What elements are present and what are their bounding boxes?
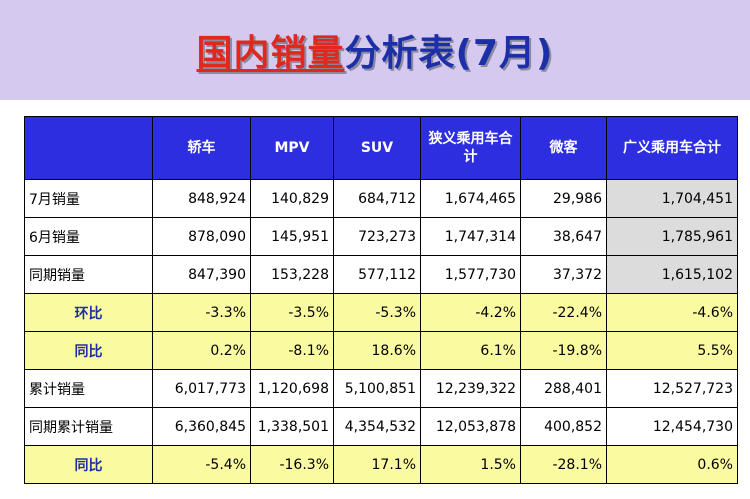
table-cell: 1,615,102 [606, 255, 738, 294]
title-band [0, 0, 750, 100]
table-cell: 847,390 [152, 255, 251, 294]
table-cell: 848,924 [152, 179, 251, 218]
table-cell: 145,951 [250, 217, 334, 256]
header-cell-narrow-total: 狭义乘用车合计 [420, 116, 521, 180]
table-row: 同期累计销量 6,360,845 1,338,501 4,354,532 12,… [24, 407, 738, 446]
header-cell-sedan: 轿车 [152, 116, 251, 180]
table-cell: -3.3% [152, 293, 251, 332]
table-cell: -3.5% [250, 293, 334, 332]
table-cell: 1.5% [420, 445, 521, 484]
table-cell: 288,401 [520, 369, 607, 408]
row-label: 环比 [24, 293, 153, 332]
row-label: 同期销量 [24, 255, 153, 294]
table-cell: 12,053,878 [420, 407, 521, 446]
title-part-1: 国内销量 [196, 33, 345, 74]
table-cell: 1,577,730 [420, 255, 521, 294]
title-part-2: 分析表(7月) [344, 33, 554, 74]
table-row: 7月销量 848,924 140,829 684,712 1,674,465 2… [24, 179, 738, 218]
table-row: 6月销量 878,090 145,951 723,273 1,747,314 3… [24, 217, 738, 256]
table-cell: 29,986 [520, 179, 607, 218]
table-row: 同期销量 847,390 153,228 577,112 1,577,730 3… [24, 255, 738, 294]
table-cell: 6,017,773 [152, 369, 251, 408]
table-cell: 38,647 [520, 217, 607, 256]
table-cell: 400,852 [520, 407, 607, 446]
table-cell: 1,338,501 [250, 407, 334, 446]
table-cell: 5,100,851 [333, 369, 421, 408]
table-cell: 1,120,698 [250, 369, 334, 408]
row-label: 同比 [24, 445, 153, 484]
table-cell: 0.6% [606, 445, 738, 484]
table-cell: 1,785,961 [606, 217, 738, 256]
table-row: 环比 -3.3% -3.5% -5.3% -4.2% -22.4% -4.6% [24, 293, 738, 332]
table-cell: 6,360,845 [152, 407, 251, 446]
table-cell: 4,354,532 [333, 407, 421, 446]
table-cell: -4.6% [606, 293, 738, 332]
row-label: 同比 [24, 331, 153, 370]
table-cell: 140,829 [250, 179, 334, 218]
table-cell: -5.3% [333, 293, 421, 332]
table-cell: 1,747,314 [420, 217, 521, 256]
table-cell: 0.2% [152, 331, 251, 370]
header-cell-suv: SUV [333, 116, 421, 180]
header-cell-minivan: 微客 [520, 116, 607, 180]
table-cell: 1,674,465 [420, 179, 521, 218]
row-label: 累计销量 [24, 369, 153, 408]
table-cell: 12,239,322 [420, 369, 521, 408]
table-cell: 18.6% [333, 331, 421, 370]
table-cell: 37,372 [520, 255, 607, 294]
table-cell: 684,712 [333, 179, 421, 218]
table-cell: 12,454,730 [606, 407, 738, 446]
table-cell: 723,273 [333, 217, 421, 256]
table-cell: -16.3% [250, 445, 334, 484]
table-row: 累计销量 6,017,773 1,120,698 5,100,851 12,23… [24, 369, 738, 408]
table-cell: -19.8% [520, 331, 607, 370]
table-cell: 577,112 [333, 255, 421, 294]
table-cell: 5.5% [606, 331, 738, 370]
table-cell: -28.1% [520, 445, 607, 484]
table-cell: -4.2% [420, 293, 521, 332]
header-cell-blank [24, 116, 153, 180]
table-cell: 878,090 [152, 217, 251, 256]
header-cell-broad-total: 广义乘用车合计 [606, 116, 738, 180]
row-label: 7月销量 [24, 179, 153, 218]
table-cell: -5.4% [152, 445, 251, 484]
sales-table: 轿车 MPV SUV 狭义乘用车合计 微客 广义乘用车合计 7月销量 848,9… [24, 116, 738, 484]
row-label: 6月销量 [24, 217, 153, 256]
table-header-row: 轿车 MPV SUV 狭义乘用车合计 微客 广义乘用车合计 [24, 116, 738, 180]
table-cell: 12,527,723 [606, 369, 738, 408]
table-cell: -8.1% [250, 331, 334, 370]
table-row: 同比 0.2% -8.1% 18.6% 6.1% -19.8% 5.5% [24, 331, 738, 370]
page-title: 国内销量分析表(7月) [0, 24, 750, 76]
table-cell: -22.4% [520, 293, 607, 332]
header-cell-mpv: MPV [250, 116, 334, 180]
table-row: 同比 -5.4% -16.3% 17.1% 1.5% -28.1% 0.6% [24, 445, 738, 484]
row-label: 同期累计销量 [24, 407, 153, 446]
table-cell: 153,228 [250, 255, 334, 294]
table-cell: 1,704,451 [606, 179, 738, 218]
table-cell: 17.1% [333, 445, 421, 484]
table-cell: 6.1% [420, 331, 521, 370]
